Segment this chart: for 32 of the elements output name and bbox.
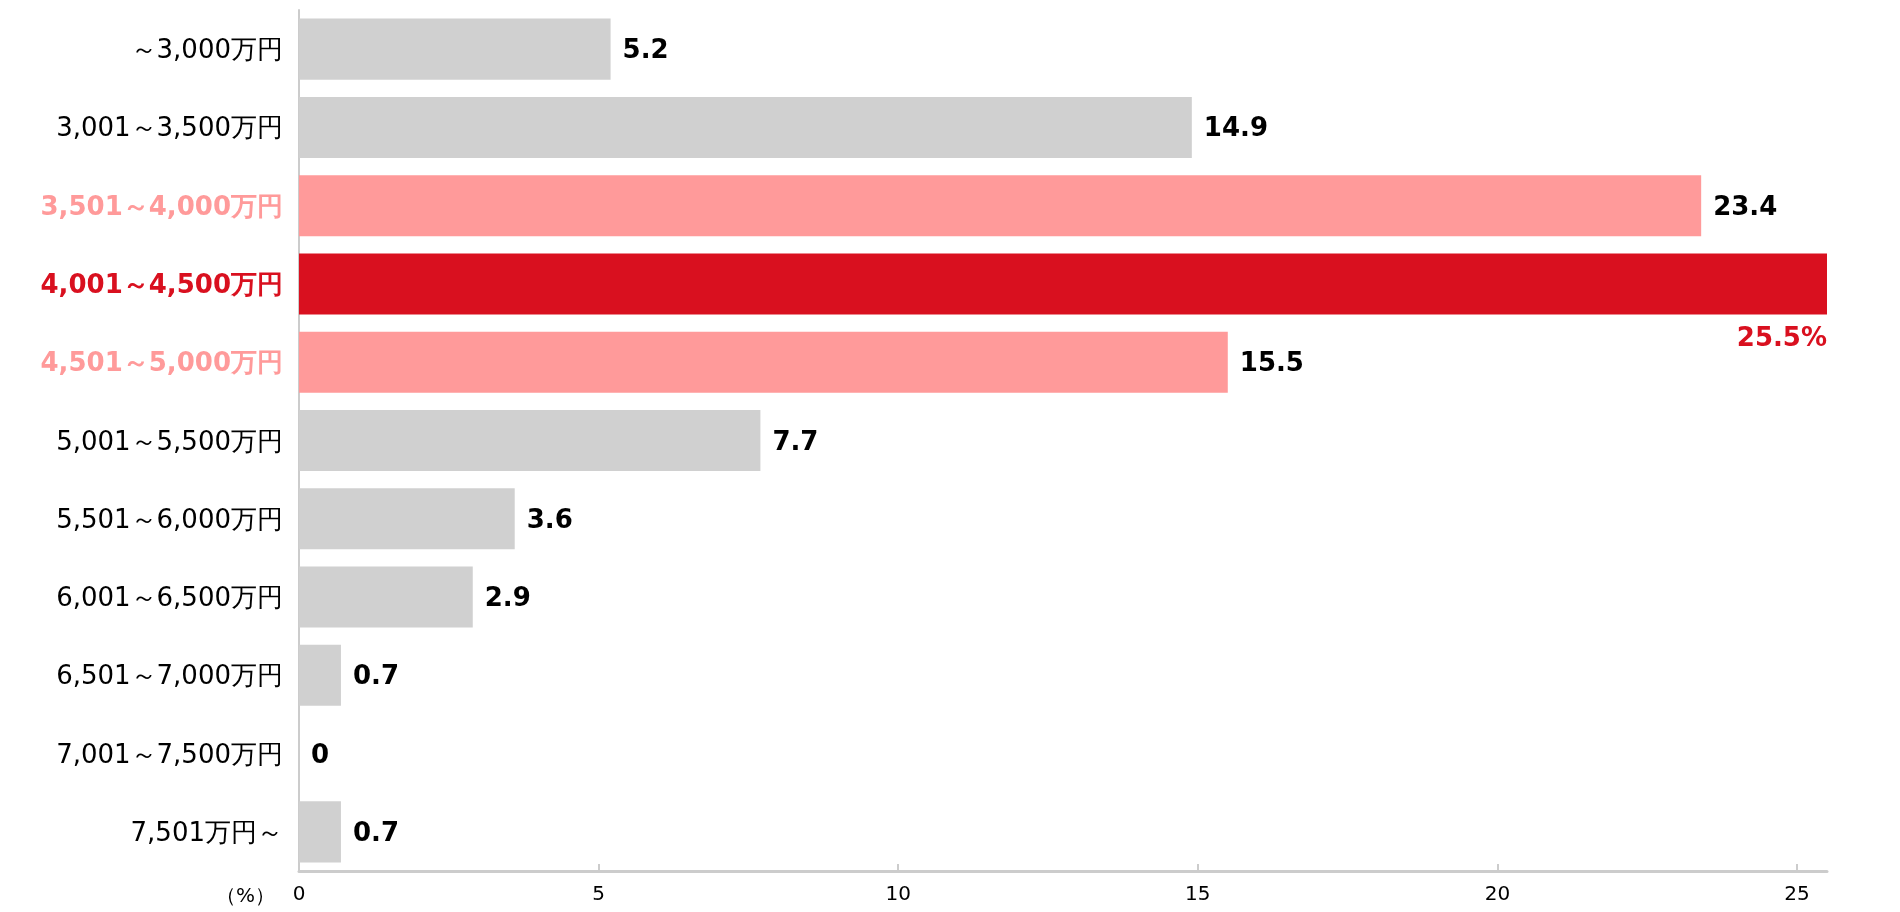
x-tick-label: 25 xyxy=(1784,881,1810,905)
data-label: 5.2 xyxy=(622,34,669,65)
y-tick-label: 6,001～6,500万円 xyxy=(56,582,283,613)
y-tick-label: 4,501～5,000万円 xyxy=(40,347,283,378)
data-label: 0.7 xyxy=(352,816,400,847)
bar xyxy=(299,175,1702,237)
data-label: 7.7 xyxy=(772,425,819,456)
x-tick-label: 0 xyxy=(292,881,306,905)
x-tick-label: 10 xyxy=(885,881,911,905)
bar xyxy=(299,331,1228,393)
data-label: 2.9 xyxy=(484,582,531,613)
y-tick-label: ～3,000万円 xyxy=(130,34,283,65)
x-tick-label: 20 xyxy=(1484,881,1511,905)
data-label: 0.7 xyxy=(352,660,400,691)
data-label: 15.5 xyxy=(1239,347,1304,378)
x-tick-label: 5 xyxy=(592,881,605,905)
data-label: 23.4 xyxy=(1713,190,1778,221)
data-label: 25.5% xyxy=(1736,322,1827,353)
y-tick-label: 3,501～4,000万円 xyxy=(40,190,283,221)
y-tick-label: 7,501万円～ xyxy=(130,816,283,847)
y-tick-label: 3,001～3,500万円 xyxy=(56,112,283,143)
x-axis-title: （%） xyxy=(215,883,275,907)
data-label: 0 xyxy=(311,738,330,769)
y-tick-label: 6,501～7,000万円 xyxy=(56,660,283,691)
y-tick-label: 4,001～4,500万円 xyxy=(40,268,283,299)
data-label: 3.6 xyxy=(526,503,573,534)
data-label: 14.9 xyxy=(1203,112,1268,143)
x-tick-label: 15 xyxy=(1185,881,1211,905)
y-tick-label: 5,501～6,000万円 xyxy=(56,503,283,534)
bar xyxy=(299,253,1827,315)
y-tick-label: 5,001～5,500万円 xyxy=(56,425,283,456)
y-tick-label: 7,001～7,500万円 xyxy=(56,738,283,769)
